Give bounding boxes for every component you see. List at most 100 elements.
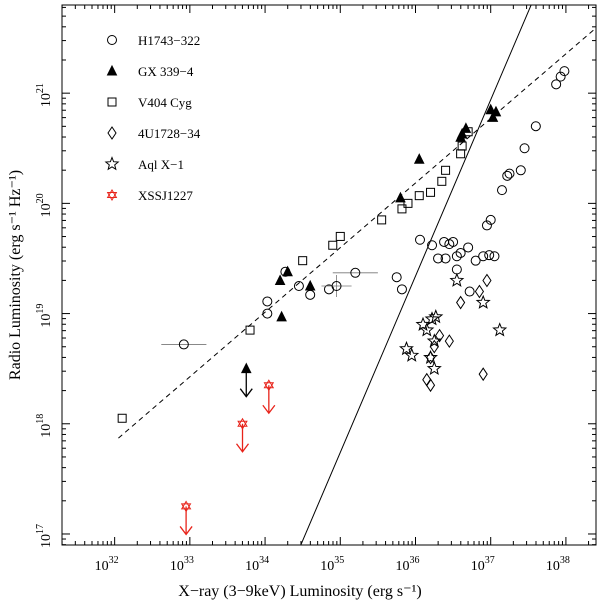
data-point-h1743-322 <box>391 272 402 283</box>
data-point-h1743-322 <box>504 168 515 179</box>
upper-limit-head <box>239 388 253 398</box>
data-point-aql-x-1 <box>449 272 465 287</box>
data-point-4u1728-34 <box>429 339 439 354</box>
data-point-aql-x-1 <box>426 360 442 375</box>
data-point-gx-339-4 <box>282 265 293 277</box>
data-point-v404-cyg <box>117 413 127 423</box>
data-point-v404-cyg <box>328 240 338 250</box>
data-point-v404-cyg <box>298 256 308 266</box>
legend-label: Aql X−1 <box>138 157 184 172</box>
data-point-v404-cyg <box>245 325 255 335</box>
x-tick-label: 1036 <box>395 555 419 574</box>
data-point-v404-cyg <box>397 204 407 214</box>
data-point-h1743-322 <box>433 253 444 264</box>
upper-limit-arrow <box>239 368 253 398</box>
data-point-h1743-322 <box>530 121 541 132</box>
data-point-aql-x-1 <box>428 308 444 324</box>
data-point-4u1728-34 <box>478 367 488 382</box>
data-point-h1743-322 <box>451 264 462 275</box>
data-point-gx-339-4 <box>304 279 316 291</box>
data-point-xssj1227 <box>237 417 248 430</box>
x-tick-label: 1033 <box>170 555 194 574</box>
x-tick-label: 1034 <box>245 555 269 574</box>
data-point-h1743-322 <box>262 296 273 307</box>
data-point-xssj1227-down <box>263 382 275 392</box>
data-point-h1743-322 <box>481 220 492 231</box>
legend-marker-square <box>107 97 117 107</box>
data-point-4u1728-34 <box>422 372 432 387</box>
data-point-h1743-322 <box>559 66 570 77</box>
data-point-h1743-322 <box>439 236 450 247</box>
data-point-h1743-322 <box>478 251 489 262</box>
data-point-gx-339-4 <box>413 153 425 164</box>
data-point-4u1728-34 <box>482 273 492 288</box>
data-point-h1743-322 <box>485 214 496 225</box>
legend-marker-circle <box>107 35 117 45</box>
data-point-gx-339-4 <box>274 274 286 286</box>
legend-label: V404 Cyg <box>138 95 192 110</box>
data-point-h1743-322 <box>515 165 526 176</box>
legend-marker-triangle <box>106 64 118 76</box>
data-point-gx-339-4 <box>276 310 287 322</box>
data-point-xssj1227-up <box>180 500 192 510</box>
legend-marker-star-of-david-up <box>106 189 118 198</box>
y-tick-label: 1019 <box>35 304 54 328</box>
data-point-h1743-322 <box>262 308 273 319</box>
data-point-v404-cyg <box>403 198 413 208</box>
legend-label: 4U1728−34 <box>138 126 201 141</box>
data-point-4u1728-34 <box>474 284 485 299</box>
data-point-gx-339-4 <box>395 191 406 203</box>
legend-marker-diamond <box>107 126 117 140</box>
data-point-h1743-322 <box>440 253 451 264</box>
data-point-h1743-322 <box>396 284 407 295</box>
data-point-h1743-322 <box>305 289 316 300</box>
data-point-h1743-322 <box>555 71 566 82</box>
data-point-aql-x-1 <box>492 322 508 337</box>
data-point-aql-x-1 <box>404 347 420 362</box>
data-point-4u1728-34 <box>425 378 436 393</box>
y-tick-label: 1017 <box>35 524 54 548</box>
data-point-v404-cyg <box>426 187 436 197</box>
legend-marker-star-of-david <box>106 189 118 201</box>
data-point-aql-x-1 <box>415 316 431 332</box>
data-point-xssj1227-up <box>237 417 248 427</box>
data-point-h1743-322 <box>350 267 361 278</box>
data-point-h1743-322 <box>331 281 342 292</box>
x-tick-label: 1035 <box>320 555 344 574</box>
data-point-v404-cyg <box>335 231 345 241</box>
data-point-h1743-322 <box>464 286 475 297</box>
data-point-gx-339-4 <box>487 111 499 122</box>
data-point-h1743-322 <box>519 143 530 154</box>
data-point-v404-cyg <box>437 176 447 186</box>
data-point-v404-cyg <box>414 191 424 201</box>
data-point-v404-cyg <box>377 215 387 225</box>
data-point-h1743-322 <box>502 170 513 181</box>
data-point-xssj1227 <box>180 500 192 513</box>
y-tick-label: 1021 <box>35 83 54 107</box>
data-point-xssj1227-down <box>237 420 248 430</box>
data-point-h1743-322 <box>496 185 507 196</box>
data-point-4u1728-34 <box>456 295 466 310</box>
data-point-h1743-322 <box>470 255 481 266</box>
data-point-4u1728-34 <box>434 328 445 343</box>
data-point-aql-x-1 <box>419 322 435 337</box>
y-tick-label: 1018 <box>35 414 54 438</box>
upper-limit-head <box>262 404 276 415</box>
legend-label: GX 339−4 <box>138 64 194 79</box>
y-axis-title: Radio Luminosity (erg s⁻¹ Hz⁻¹) <box>7 170 24 380</box>
upper-limit-head <box>235 443 250 453</box>
legend-marker-star <box>104 156 120 171</box>
x-tick-label: 1038 <box>546 555 570 574</box>
data-point-aql-x-1 <box>426 333 442 348</box>
data-point-h1743-322 <box>484 250 495 261</box>
legend-label: H1743−322 <box>138 33 200 48</box>
data-point-aql-x-1 <box>475 294 491 309</box>
data-point-aql-x-1 <box>423 349 439 365</box>
x-axis-title: X−ray (3−9keV) Luminosity (erg s⁻¹) <box>178 583 421 600</box>
data-point-h1743-322 <box>427 240 438 251</box>
data-point-h1743-322 <box>178 339 189 350</box>
data-point-v404-cyg <box>441 165 451 175</box>
data-point-h1743-322 <box>415 234 426 245</box>
data-point-aql-x-1 <box>398 340 414 356</box>
